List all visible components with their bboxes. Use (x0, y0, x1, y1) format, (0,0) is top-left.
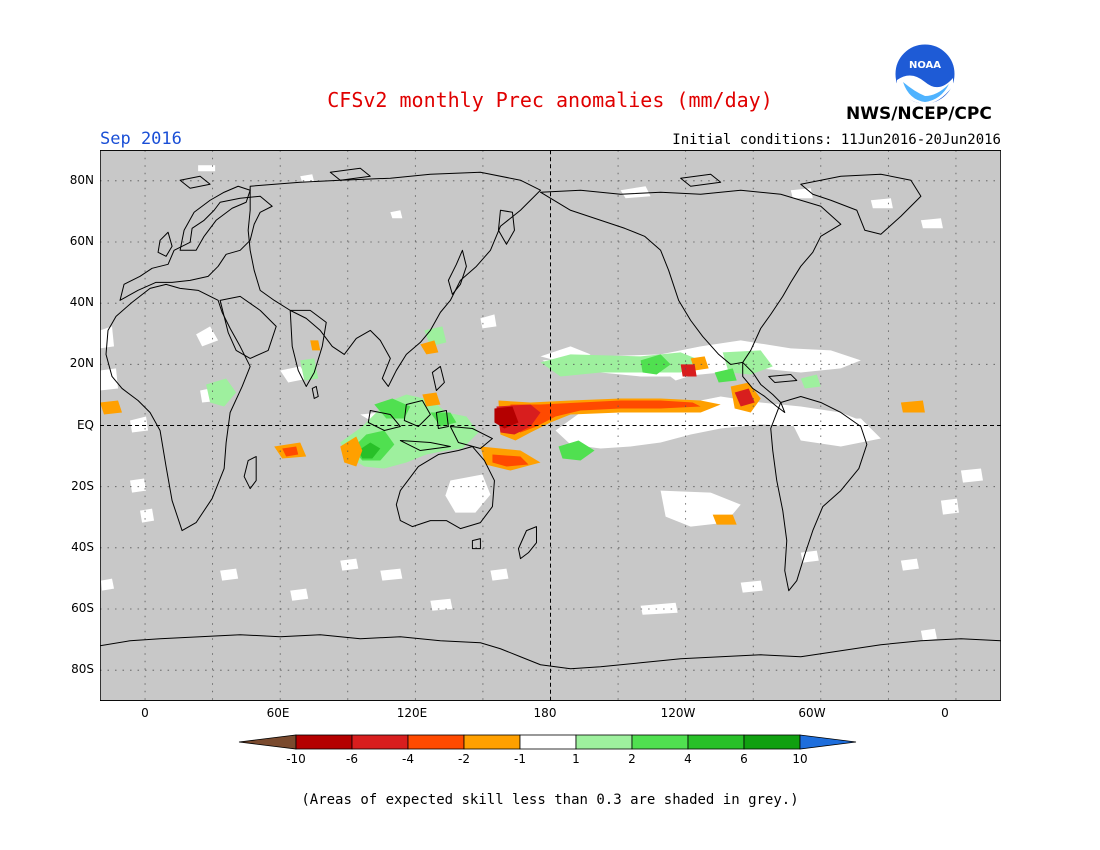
colorbar-swatch (238, 734, 297, 750)
colorbar-swatch (575, 734, 633, 750)
colorbar-label: -2 (458, 752, 470, 766)
lon-label: 120W (660, 706, 696, 720)
colorbar-label: 6 (740, 752, 748, 766)
map-title: CFSv2 monthly Prec anomalies (mm/day) (327, 88, 773, 112)
colorbar-label: 4 (684, 752, 692, 766)
colorbar-swatch (351, 734, 409, 750)
lon-label: 0 (941, 706, 949, 720)
initial-conditions: Initial conditions: 11Jun2016-20Jun2016 (672, 132, 1001, 148)
noaa-logo: NOAA (894, 43, 956, 105)
skill-footnote: (Areas of expected skill less than 0.3 a… (301, 792, 799, 808)
forecast-month: Sep 2016 (100, 129, 182, 149)
colorbar-swatch (743, 734, 801, 750)
colorbar-swatch (631, 734, 689, 750)
colorbar-swatch (519, 734, 577, 750)
map-frame (100, 150, 1001, 701)
colorbar-label: -6 (346, 752, 358, 766)
precip-anomaly-map (100, 150, 1001, 701)
lat-label: 20N (69, 356, 94, 370)
colorbar (238, 734, 857, 750)
lat-label: 60N (69, 234, 94, 248)
colorbar-swatch (407, 734, 465, 750)
lat-label: 80S (71, 662, 94, 676)
colorbar-swatch (799, 734, 857, 750)
lat-label: 20S (71, 479, 94, 493)
coastlines (100, 167, 1001, 670)
lat-label: EQ (76, 418, 94, 432)
logo-text: NOAA (909, 60, 941, 71)
organization-label: NWS/NCEP/CPC (846, 104, 992, 124)
lat-label: 40S (71, 540, 94, 554)
colorbar-label: -1 (514, 752, 526, 766)
lat-label: 40N (69, 295, 94, 309)
lat-label: 60S (71, 601, 94, 615)
colorbar-label: -10 (286, 752, 306, 766)
lon-label: 180 (533, 706, 557, 720)
lat-label: 80N (69, 173, 94, 187)
lon-label: 60W (798, 706, 826, 720)
colorbar-label: 10 (792, 752, 808, 766)
colorbar-label: 1 (572, 752, 580, 766)
colorbar-label: 2 (628, 752, 636, 766)
dry-anomaly-areas (100, 340, 925, 525)
wet-anomaly-areas (206, 326, 821, 469)
lon-label: 0 (141, 706, 149, 720)
colorbar-swatch (687, 734, 745, 750)
colorbar-swatch (463, 734, 521, 750)
lon-label: 120E (396, 706, 428, 720)
colorbar-swatch (295, 734, 353, 750)
lon-label: 60E (266, 706, 290, 720)
colorbar-label: -4 (402, 752, 414, 766)
